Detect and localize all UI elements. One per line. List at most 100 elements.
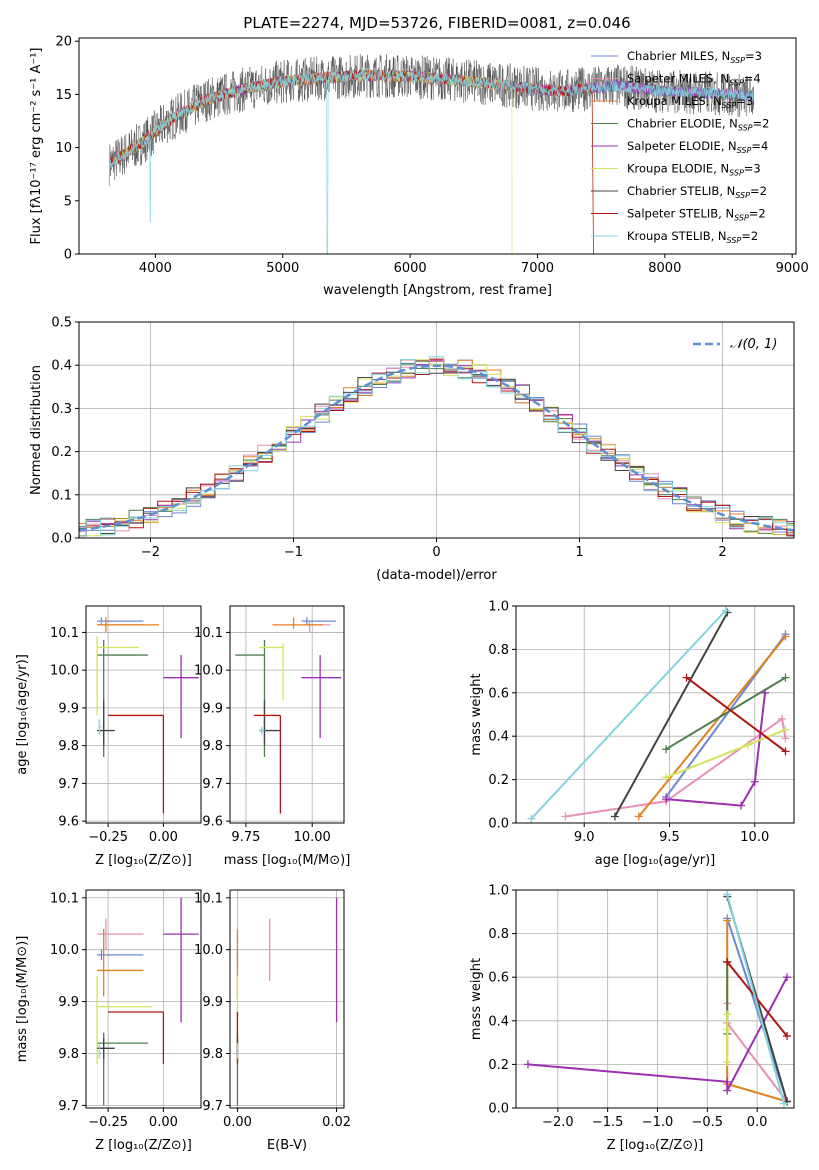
y-tick-label: 10.1 <box>194 626 223 641</box>
panel-age-vs-Z: −0.25 0.00 9.6 9.7 9.8 9.9 10.0 10.1 Z [log₁₀(Z/… <box>15 605 202 868</box>
errorbar-point-8 <box>98 719 102 735</box>
x-axis-label: mass [log₁₀(M/M⊙)] <box>224 853 351 868</box>
panel-mass-vs-Z: −0.25 0.00 9.7 9.8 9.9 10.0 10.1 Z [log₁₀(Z/Z⊙)… <box>15 889 202 1153</box>
series-marker <box>723 916 732 925</box>
legend-entry: Chabrier ELODIE, NSSP=2 <box>627 117 769 133</box>
x-tick-label: 9.0 <box>574 830 595 845</box>
y-tick-label: 0.5 <box>51 316 72 331</box>
legend-text: Chabrier ELODIE, N <box>627 117 738 131</box>
normal-curve <box>79 364 794 532</box>
y-tick-label: 0.4 <box>488 730 509 745</box>
y-tick-label: 10.0 <box>50 943 79 958</box>
y-tick-label: 5 <box>64 194 72 209</box>
series-marker <box>781 673 790 682</box>
series-marker <box>723 1058 732 1067</box>
y-tick-label: 10.1 <box>50 626 79 641</box>
series-marker <box>662 773 671 782</box>
plot-area <box>86 890 201 1108</box>
x-tick-label: 0.00 <box>149 830 178 845</box>
series-marker <box>723 1025 732 1034</box>
x-tick-label: 0.02 <box>322 1115 351 1130</box>
y-tick-label: 9.9 <box>58 995 79 1010</box>
axes-frame <box>85 889 202 1109</box>
massweight-series-7 <box>682 673 790 756</box>
y-tick-label: 9.6 <box>202 815 223 830</box>
legend-value: =2 <box>750 184 767 198</box>
series-marker <box>723 890 732 899</box>
x-axis-label: Z [log₁₀(Z/Z⊙)] <box>95 853 192 868</box>
x-tick-label: 0.00 <box>149 1115 178 1130</box>
series-marker <box>781 747 790 756</box>
x-tick-label: 7000 <box>521 261 554 276</box>
panel-massweight-vs-age: 9.0 9.5 10.0 0.0 0.2 0.4 0.6 0.8 1.0 age [log₁₀(a… <box>469 600 795 868</box>
legend-entry: Salpeter MILES, NSSP=4 <box>627 72 761 88</box>
plot-area <box>86 606 201 823</box>
y-tick-label: 9.6 <box>58 815 79 830</box>
legend-entry: Kroupa MILES, NSSP=3 <box>627 94 753 110</box>
histogram-series-4 <box>79 360 794 535</box>
series-marker <box>778 714 787 723</box>
series-marker <box>682 673 691 682</box>
y-tick-label: 0.3 <box>51 402 72 417</box>
x-tick-label: 1 <box>575 545 583 560</box>
axes-frame <box>229 605 345 824</box>
panel-massweight-vs-Z: −2.0 −1.5 −1.0 −0.5 0.0 0.0 0.2 0.4 0.6 0.8 1.0 Z [… <box>469 884 795 1153</box>
x-axis-label: (data-model)/error <box>376 568 497 583</box>
series-marker <box>743 740 752 749</box>
y-tick-label: 0.4 <box>488 1014 509 1029</box>
series-marker <box>723 1086 732 1095</box>
series-marker <box>527 814 536 823</box>
legend-text: Salpeter STELIB, N <box>627 207 734 221</box>
y-tick-label: 9.8 <box>58 1047 79 1062</box>
massweight-series-5 <box>723 1010 732 1067</box>
legend-text: Salpeter MILES, N <box>627 72 729 86</box>
y-tick-label: 20 <box>55 35 72 50</box>
series-marker <box>783 973 792 982</box>
legend-entry: Kroupa ELODIE, NSSP=3 <box>627 162 761 178</box>
series-marker <box>781 632 790 641</box>
y-tick-label: 10.0 <box>194 943 223 958</box>
series-marker <box>561 812 570 821</box>
errorbar-point-4 <box>301 655 342 739</box>
errorbar-point-8 <box>259 726 265 735</box>
legend-text: Chabrier MILES, N <box>627 49 730 63</box>
y-tick-label: 1.0 <box>488 884 509 899</box>
legend-text: Kroupa MILES, N <box>627 94 722 108</box>
legend-value: =3 <box>736 94 753 108</box>
y-tick-label: 0.2 <box>51 445 72 460</box>
errorbar-point-6 <box>97 1037 115 1059</box>
x-tick-label: 2 <box>718 545 726 560</box>
y-tick-label: 0.0 <box>488 1102 509 1117</box>
legend-subscript: SSP <box>730 56 745 65</box>
legend-text: Salpeter ELODIE, N <box>627 139 737 153</box>
series-marker <box>761 688 770 697</box>
y-tick-label: 9.8 <box>202 1047 223 1062</box>
panel-spectrum: 4000 5000 6000 7000 8000 9000 0 5 10 15 20 waveleng… <box>29 35 809 298</box>
y-tick-label: 9.9 <box>58 701 79 716</box>
x-tick-label: 9000 <box>776 261 809 276</box>
x-tick-label: −2 <box>141 545 160 560</box>
series-marker <box>783 1032 792 1041</box>
histogram-series-3 <box>79 363 794 534</box>
legend-subscript: SSP <box>734 214 749 223</box>
y-tick-label: 9.9 <box>202 995 223 1010</box>
plot-area <box>230 890 344 1108</box>
x-axis-label: age [log₁₀(age/yr)] <box>595 853 716 868</box>
x-tick-label: −1 <box>284 545 303 560</box>
figure-title: PLATE=2274, MJD=53726, FIBERID=0081, z=0… <box>243 14 630 32</box>
y-tick-label: 0.8 <box>488 643 509 658</box>
series-marker <box>610 812 619 821</box>
series-line <box>666 692 766 807</box>
legend-value: =2 <box>749 207 766 221</box>
axes-frame <box>515 605 795 824</box>
x-tick-label: 9.5 <box>659 830 680 845</box>
panel-mass-vs-EBV: 0.00 0.02 9.7 9.8 9.9 10.0 10.1 E(B-V) <box>194 889 351 1153</box>
legend-value: =4 <box>744 72 761 86</box>
y-tick-label: 9.7 <box>58 1099 79 1114</box>
series-marker <box>750 777 759 786</box>
errorbar-point-7 <box>108 714 165 814</box>
x-tick-label: 6000 <box>394 261 427 276</box>
legend-value: =2 <box>741 229 758 243</box>
plot-area <box>230 606 344 823</box>
